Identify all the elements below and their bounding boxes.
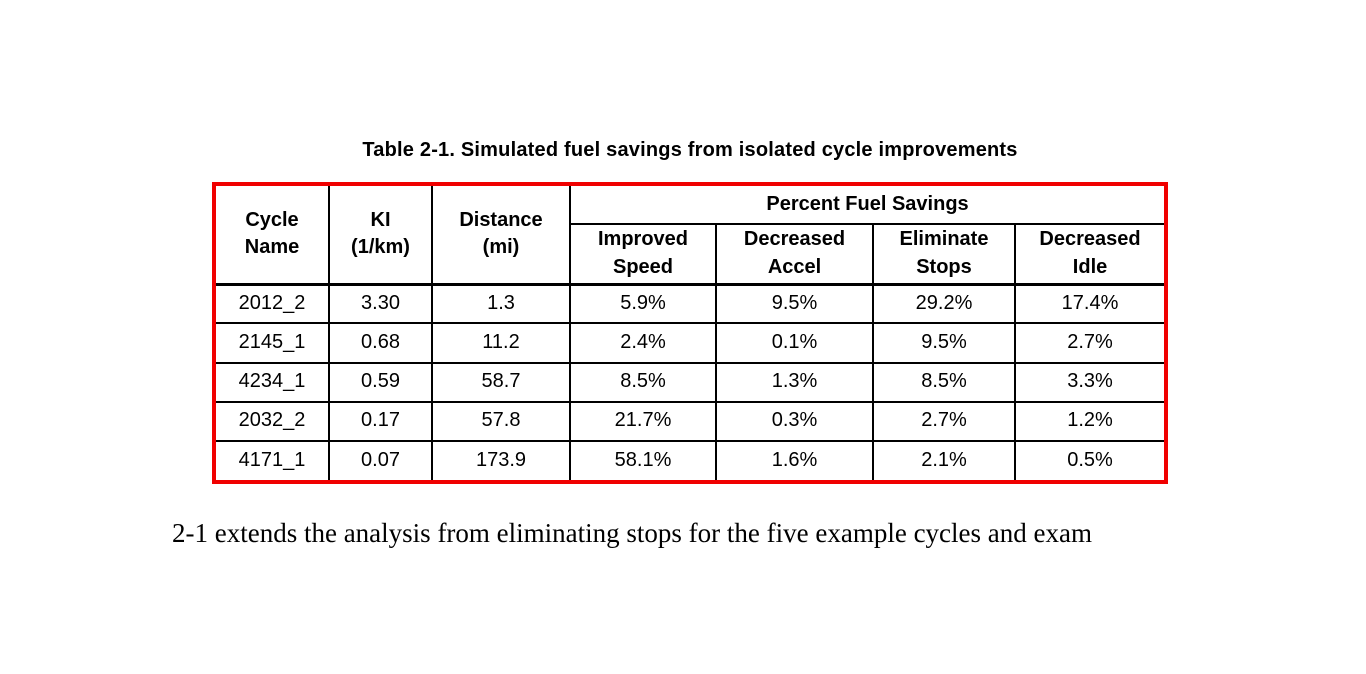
cell-cycle-name: 2012_2 [215,283,330,325]
cell-distance: 11.2 [431,322,571,364]
table-row: 2012_2 3.30 1.3 5.9% 9.5% 29.2% 17.4% [215,283,1166,325]
cell-improved-speed: 5.9% [569,283,717,325]
col-header-decreased-accel: Decreased Accel [715,223,874,286]
fuel-savings-table: Cycle Name KI (1/km) Distance (mi) Perce… [212,182,1168,484]
cell-distance: 173.9 [431,439,571,482]
cell-cycle-name: 4171_1 [215,439,330,482]
cell-eliminate-stops: 2.7% [872,400,1016,442]
cell-cycle-name: 2145_1 [215,322,330,364]
col-header-decreased-idle: Decreased Idle [1013,223,1166,286]
table-row: 4234_1 0.59 58.7 8.5% 1.3% 8.5% 3.3% [215,361,1166,403]
table-row: 4171_1 0.07 173.9 58.1% 1.6% 2.1% 0.5% [215,439,1166,482]
table-caption: Table 2-1. Simulated fuel savings from i… [362,139,1018,161]
cell-eliminate-stops: 2.1% [872,439,1016,482]
cell-decreased-accel: 0.1% [715,322,874,364]
cell-decreased-accel: 1.3% [715,361,874,403]
cell-decreased-idle: 0.5% [1013,439,1166,482]
cell-decreased-accel: 9.5% [715,283,874,325]
cell-distance: 58.7 [431,361,571,403]
cell-eliminate-stops: 9.5% [872,322,1016,364]
cell-eliminate-stops: 8.5% [872,361,1016,403]
cell-ki: 0.59 [328,361,433,403]
cell-improved-speed: 21.7% [569,400,717,442]
cell-ki: 0.68 [328,322,433,364]
cell-decreased-accel: 1.6% [715,439,874,482]
cell-cycle-name: 2032_2 [215,400,330,442]
cell-ki: 0.07 [328,439,433,482]
header-row-group: Cycle Name KI (1/km) Distance (mi) Perce… [215,184,1166,286]
cell-improved-speed: 58.1% [569,439,717,482]
cell-eliminate-stops: 29.2% [872,283,1016,325]
col-header-distance: Distance (mi) [431,184,571,286]
body-paragraph: 2-1 extends the analysis from eliminatin… [172,518,1092,548]
cell-distance: 57.8 [431,400,571,442]
cell-improved-speed: 2.4% [569,322,717,364]
col-header-ki: KI (1/km) [328,184,433,286]
col-group-header-percent-fuel-savings: Percent Fuel Savings [568,184,1166,226]
col-header-cycle-name: Cycle Name [215,184,330,286]
table-row: 2145_1 0.68 11.2 2.4% 0.1% 9.5% 2.7% [215,322,1166,364]
header-row-sub: Improved Speed Decreased Accel Eliminate… [216,223,1166,286]
col-header-eliminate-stops: Eliminate Stops [872,223,1016,286]
cell-decreased-idle: 17.4% [1013,283,1166,325]
table-row: 2032_2 0.17 57.8 21.7% 0.3% 2.7% 1.2% [215,400,1166,442]
fuel-savings-table-grid: Cycle Name KI (1/km) Distance (mi) Perce… [215,184,1166,482]
cell-cycle-name: 4234_1 [215,361,330,403]
cell-decreased-accel: 0.3% [715,400,874,442]
cell-improved-speed: 8.5% [569,361,717,403]
cell-decreased-idle: 3.3% [1013,361,1166,403]
cell-ki: 3.30 [328,283,433,325]
cell-decreased-idle: 1.2% [1013,400,1166,442]
cell-ki: 0.17 [328,400,433,442]
col-header-improved-speed: Improved Speed [569,223,717,286]
cell-distance: 1.3 [431,283,571,325]
cell-decreased-idle: 2.7% [1013,322,1166,364]
